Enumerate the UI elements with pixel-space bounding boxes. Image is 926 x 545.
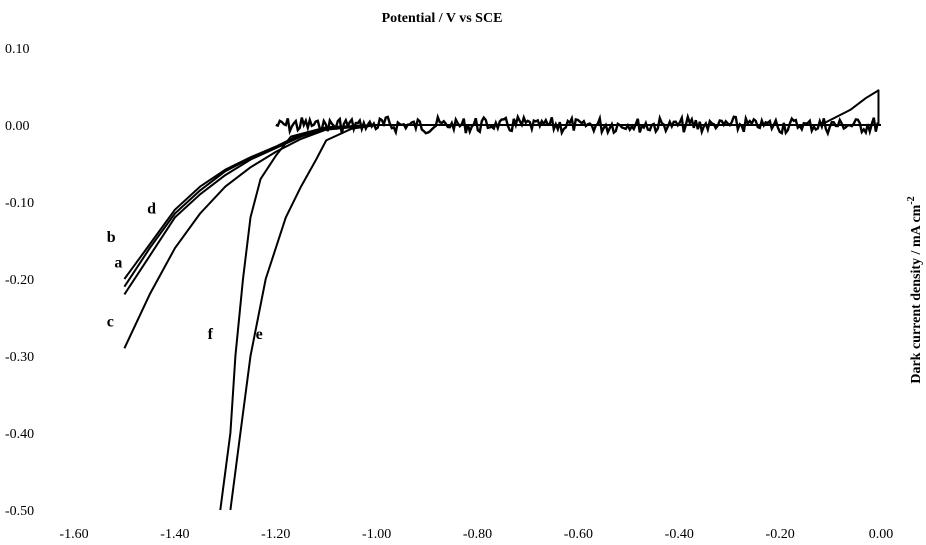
x-tick-label: -1.20 xyxy=(261,527,290,542)
x-tick-label: -1.00 xyxy=(362,527,391,542)
x-tick-label: -0.40 xyxy=(665,527,694,542)
plateau-noise xyxy=(275,112,879,137)
curve-label-f: f xyxy=(208,326,214,343)
curve-labels: ab c d e f xyxy=(107,201,263,344)
y-axis-label: Dark current density / mA cm-2 xyxy=(906,196,924,383)
curve-label-a: a xyxy=(114,254,122,271)
curve-b xyxy=(123,124,881,280)
curve-label-c: c xyxy=(107,314,114,331)
y-tick-label: 0.00 xyxy=(5,119,30,134)
y-tick-label: -0.20 xyxy=(5,273,34,288)
x-tick-label: -0.80 xyxy=(463,527,492,542)
x-tick-label: -1.60 xyxy=(59,527,88,542)
y-axis-label-text: Dark current density / mA cm xyxy=(909,204,924,383)
curve-d xyxy=(123,124,881,288)
y-tick-labels: 0.10 0.00 -0.10 -0.20 -0.30 -0.40 -0.50 xyxy=(5,42,34,519)
y-tick-label: -0.10 xyxy=(5,196,34,211)
y-tick-label: 0.10 xyxy=(5,42,30,57)
x-tick-label: -0.60 xyxy=(564,527,593,542)
curve-label-b: b xyxy=(107,229,116,246)
y-axis-label-superscript: -2 xyxy=(906,196,917,204)
x-tick-labels: -1.60 -1.40 -1.20 -1.00 -0.80 -0.60 -0.40 -0.20… xyxy=(59,527,893,542)
curve-e xyxy=(229,124,881,511)
x-tick-label: 0.00 xyxy=(869,527,894,542)
curve-f xyxy=(219,124,881,511)
curve-c xyxy=(123,124,881,349)
chart-title: Potential / V vs SCE xyxy=(382,11,503,26)
x-tick-label: -0.20 xyxy=(766,527,795,542)
x-tick-label: -1.40 xyxy=(160,527,189,542)
curve-label-d: d xyxy=(147,201,156,218)
y-tick-label: -0.30 xyxy=(5,350,34,365)
y-tick-label: -0.50 xyxy=(5,504,34,519)
curve-a xyxy=(123,124,881,295)
curve-label-e: e xyxy=(256,326,263,343)
right-end-loop xyxy=(820,89,880,126)
curves xyxy=(123,89,881,511)
y-tick-label: -0.40 xyxy=(5,427,34,442)
